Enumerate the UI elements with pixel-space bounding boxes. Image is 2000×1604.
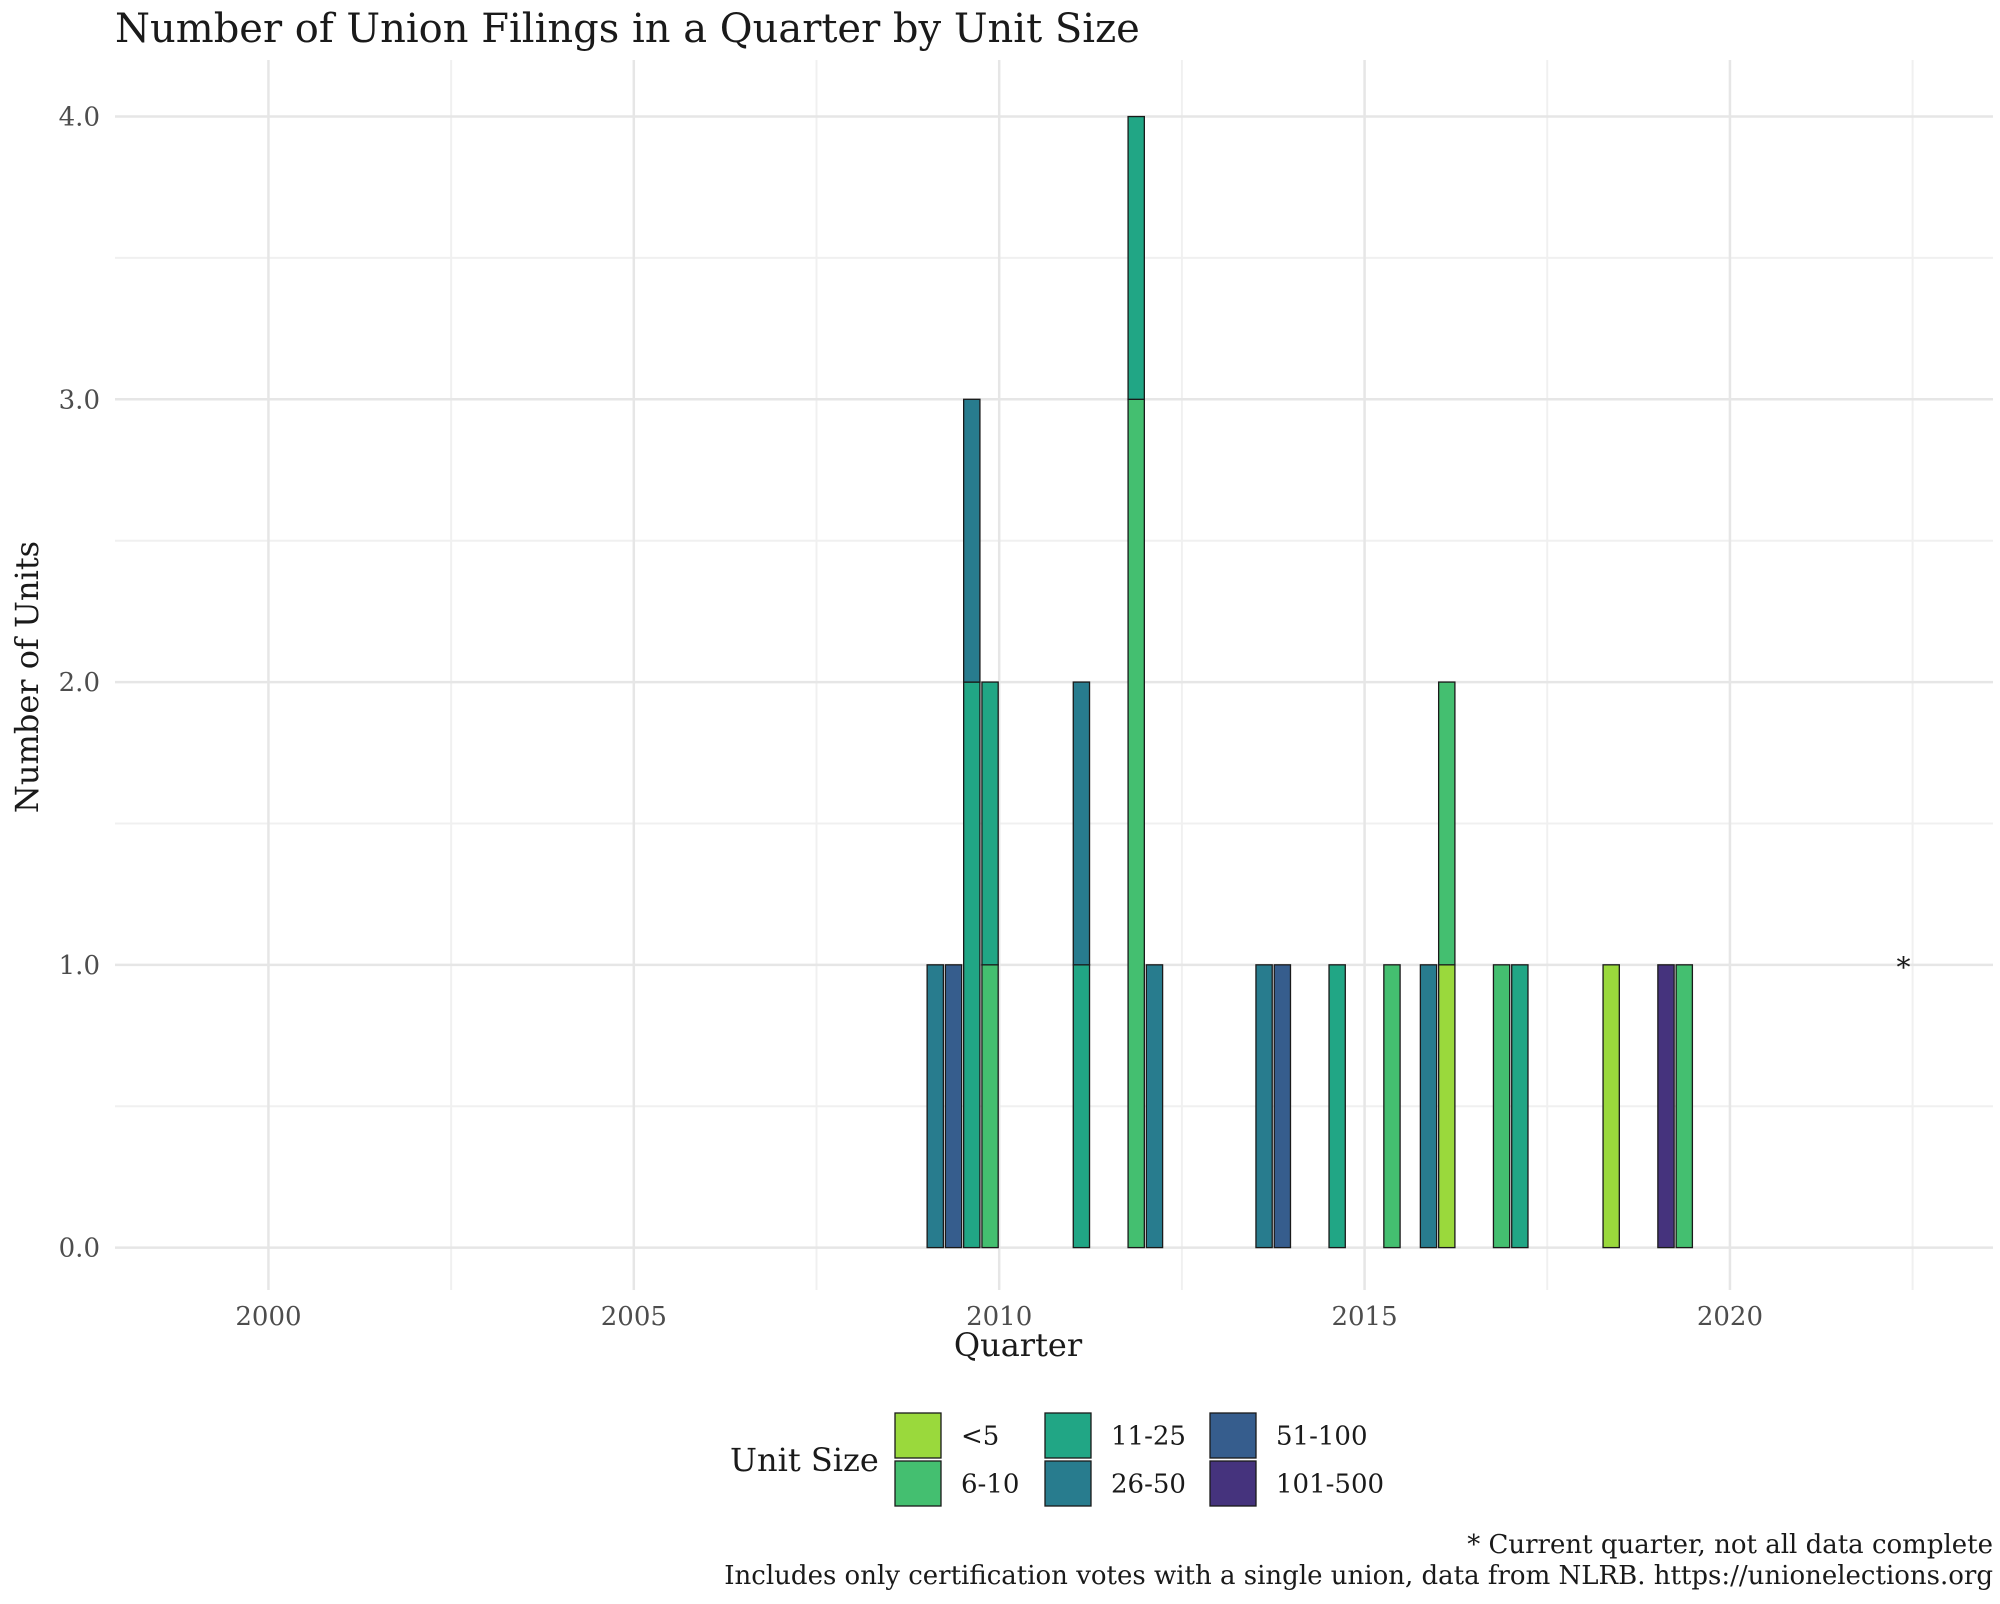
legend-title: Unit Size — [730, 1441, 879, 1479]
bar-segment — [1419, 964, 1438, 1249]
bar-segment — [1602, 964, 1620, 1249]
bar-segment — [1383, 964, 1401, 1249]
bar-segment — [944, 964, 963, 1249]
grid-layer — [115, 60, 1993, 1290]
bar-segment — [1437, 681, 1456, 966]
bar-segment — [1675, 964, 1694, 1249]
bar-segment — [1492, 964, 1511, 1249]
annotation-asterisk: * — [1896, 951, 1910, 984]
y-tick-label: 4.0 — [59, 103, 100, 133]
chart-title: Number of Union Filings in a Quarter by … — [115, 6, 1140, 52]
bar-segment — [981, 964, 999, 1249]
legend-label: <5 — [961, 1422, 999, 1452]
y-axis-label: Number of Units — [8, 541, 46, 813]
legend-label: 11-25 — [1111, 1422, 1186, 1452]
legend-key — [1044, 1460, 1092, 1507]
bar-segment — [1127, 115, 1145, 400]
legend: Unit Size <5 6-10 11-25 26-50 51-100 101-500 — [730, 1412, 1384, 1507]
x-tick-label: 2020 — [1697, 1302, 1763, 1332]
x-tick-label: 2000 — [235, 1302, 301, 1332]
bars-layer — [926, 115, 1694, 1249]
legend-label: 6-10 — [961, 1470, 1019, 1500]
caption: * Current quarter, not all data complete… — [724, 1530, 1993, 1591]
bar-segment — [1072, 964, 1091, 1249]
legend-key — [1209, 1460, 1257, 1507]
bar-segment — [1437, 964, 1456, 1249]
bar-segment — [1127, 398, 1145, 1249]
y-tick-label: 3.0 — [59, 385, 100, 415]
bar-segment — [1657, 964, 1675, 1249]
caption-line-2: Includes only certification votes with a… — [724, 1561, 1993, 1591]
annotation-layer: * — [1896, 951, 1910, 984]
legend-key — [894, 1412, 942, 1459]
bar-segment — [963, 681, 981, 1249]
y-tick-label: 0.0 — [59, 1234, 100, 1264]
legend-label: 101-500 — [1276, 1470, 1384, 1500]
legend-label: 26-50 — [1111, 1470, 1186, 1500]
bar-segment — [1145, 964, 1164, 1249]
bar-segment — [926, 964, 945, 1249]
legend-key — [894, 1460, 942, 1507]
bar-segment — [1072, 681, 1091, 966]
y-tick-label: 2.0 — [59, 668, 100, 698]
axes-layer: 2000 2005 2010 2015 2020 0.0 1.0 2.0 3.0 4.0 — [59, 103, 1763, 1332]
bar-segment — [1511, 964, 1529, 1249]
y-tick-label: 1.0 — [59, 951, 100, 981]
x-axis-label: Quarter — [954, 1326, 1083, 1364]
bar-segment — [963, 398, 981, 683]
legend-key — [1044, 1412, 1092, 1459]
bar-segment — [1273, 964, 1292, 1249]
bar-segment — [1328, 964, 1346, 1249]
x-tick-label: 2015 — [1331, 1302, 1397, 1332]
bar-segment — [1255, 964, 1273, 1249]
legend-label: 51-100 — [1276, 1422, 1368, 1452]
legend-key — [1209, 1412, 1257, 1459]
bar-segment — [981, 681, 999, 966]
x-tick-label: 2005 — [601, 1302, 667, 1332]
caption-line-1: * Current quarter, not all data complete — [1467, 1530, 1993, 1560]
x-tick-label: 2010 — [966, 1302, 1032, 1332]
